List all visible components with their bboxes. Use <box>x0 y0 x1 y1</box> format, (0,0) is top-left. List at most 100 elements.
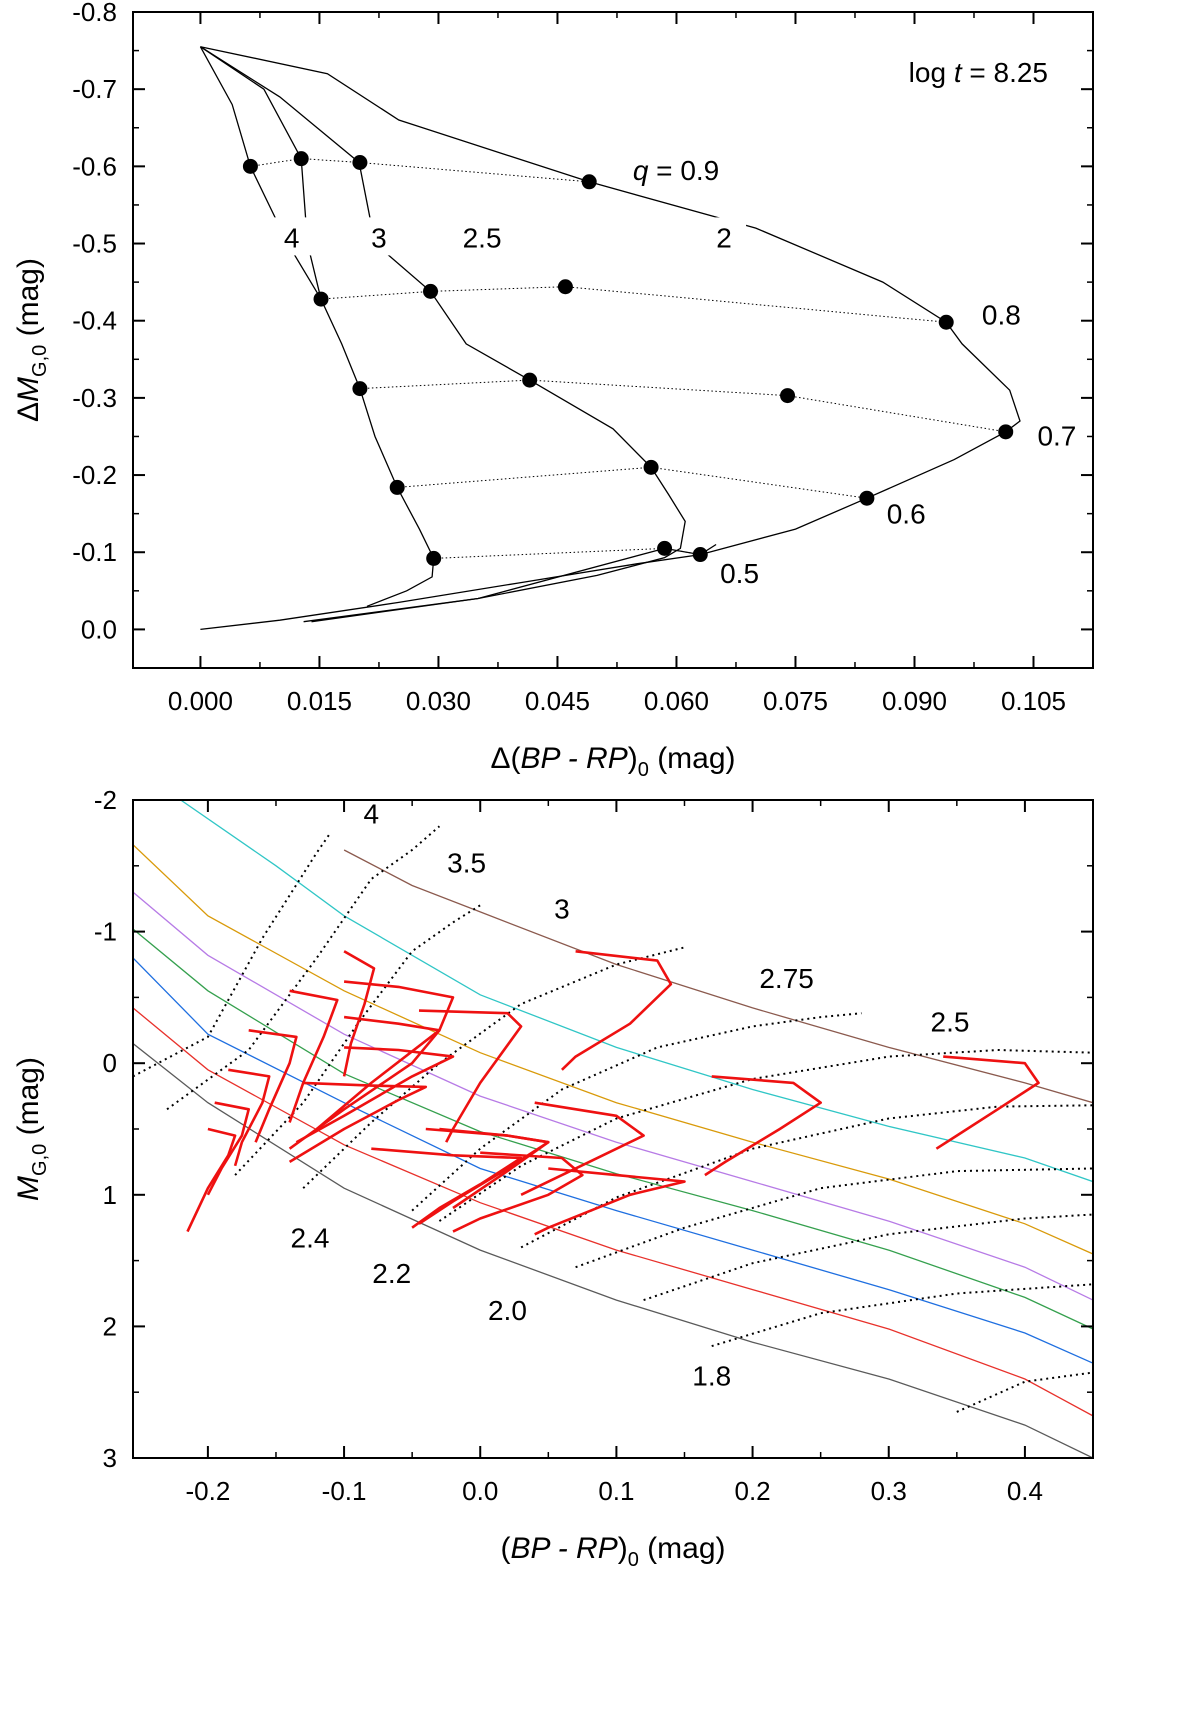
y-tick-label: -0.1 <box>72 537 117 567</box>
data-point <box>938 314 954 330</box>
y-tick-label: -0.2 <box>72 460 117 490</box>
q-line-2 <box>359 379 1006 433</box>
plot-area <box>133 800 1093 1458</box>
y-tick-label: 1 <box>103 1180 117 1210</box>
y-tick-label: -1 <box>94 917 117 947</box>
red-track-17 <box>560 950 673 1071</box>
x-tick-label: 0.000 <box>168 686 233 716</box>
y-tick-label: -2 <box>94 785 117 815</box>
data-point <box>426 550 442 566</box>
isomass-1 <box>166 825 441 1111</box>
data-point <box>780 388 796 404</box>
track-line-0 <box>200 46 1021 631</box>
data-point <box>643 459 659 475</box>
data-point <box>389 479 405 495</box>
isochrone-0 <box>133 1042 1093 1458</box>
mass-label: 3 <box>554 893 570 924</box>
mass-label: 2.5 <box>931 1007 970 1038</box>
isochrone-1 <box>133 1007 1093 1417</box>
q-line-3 <box>397 466 867 499</box>
red-track-4 <box>288 989 339 1123</box>
q-label: q = 0.9 <box>633 155 719 186</box>
red-track-14 <box>520 1101 645 1196</box>
data-point <box>998 424 1014 440</box>
mass-label: 2.75 <box>759 963 814 994</box>
x-tick-label: 0.0 <box>462 1476 498 1506</box>
mass-label: 2.2 <box>372 1258 411 1289</box>
isomass-3 <box>302 946 685 1189</box>
x-tick-label: 0.045 <box>525 686 590 716</box>
q-label: 0.7 <box>1037 421 1076 452</box>
red-track-13 <box>452 1151 584 1233</box>
y-tick-label: -0.5 <box>72 229 117 259</box>
plot-area <box>199 46 1021 631</box>
data-point <box>859 490 875 506</box>
mass-label: 1.8 <box>692 1361 731 1392</box>
x-tick-label: -0.1 <box>322 1476 367 1506</box>
red-track-1 <box>206 1101 250 1196</box>
ratio-label: 3 <box>371 222 387 253</box>
data-point <box>692 547 708 563</box>
x-tick-label: -0.2 <box>185 1476 230 1506</box>
data-point <box>313 291 329 307</box>
q-line-4 <box>433 547 701 559</box>
data-point <box>352 154 368 170</box>
x-tick-label: 0.060 <box>644 686 709 716</box>
isomass-8 <box>643 1213 1093 1302</box>
q-label: 0.6 <box>887 499 926 530</box>
red-track-3 <box>248 1029 298 1143</box>
age-annotation: log t = 8.25 <box>909 57 1048 88</box>
plot-frame <box>132 799 1094 1459</box>
mass-label: 3.5 <box>447 847 486 878</box>
isochrone-6 <box>180 800 1093 1183</box>
isomass-4 <box>411 1012 862 1212</box>
y-tick-label: -0.6 <box>72 151 117 181</box>
x-axis-label: Δ(BP - RP)0 (mag) <box>490 742 735 781</box>
x-tick-label: 0.105 <box>1001 686 1066 716</box>
y-tick-label: -0.8 <box>72 0 117 27</box>
mass-label: 2.0 <box>488 1295 527 1326</box>
data-point <box>581 174 597 190</box>
x-tick-label: 0.075 <box>763 686 828 716</box>
y-tick-label: -0.3 <box>72 383 117 413</box>
isochrone-7 <box>343 849 1093 1104</box>
red-track-8 <box>288 1015 441 1150</box>
ratio-label: 4 <box>284 222 300 253</box>
q-line-1 <box>320 286 947 323</box>
x-tick-label: 0.4 <box>1007 1476 1043 1506</box>
y-tick-label: 3 <box>103 1443 117 1473</box>
data-point <box>557 279 573 295</box>
y-tick-label: 0.0 <box>81 614 117 644</box>
y-tick-label: 0 <box>103 1048 117 1078</box>
y-tick-label: -0.7 <box>72 74 117 104</box>
red-track-18 <box>704 1075 822 1177</box>
q-label: 0.8 <box>982 300 1021 331</box>
red-track-19 <box>935 1055 1040 1150</box>
isomass-9 <box>711 1283 1093 1348</box>
x-tick-label: 0.2 <box>734 1476 770 1506</box>
track-line-1 <box>200 46 686 623</box>
data-point <box>293 151 309 167</box>
red-track-16 <box>534 1167 686 1236</box>
ratio-label: 2 <box>716 222 732 253</box>
data-point <box>423 283 439 299</box>
x-axis-label: (BP - RP)0 (mag) <box>500 1532 725 1571</box>
y-axis-label: ΔMG,0 (mag) <box>12 258 51 422</box>
isomass-6 <box>520 1104 1093 1249</box>
x-tick-label: 0.3 <box>871 1476 907 1506</box>
isochrone-3 <box>133 928 1093 1330</box>
data-point <box>657 540 673 556</box>
x-tick-label: 0.015 <box>287 686 352 716</box>
isomass-2 <box>234 904 481 1176</box>
isomass-10 <box>956 1371 1093 1413</box>
red-track-2 <box>228 1068 271 1167</box>
isochrone-4 <box>133 891 1093 1301</box>
red-track-12 <box>371 1147 523 1229</box>
chart-panel-1: 4 3 2.5 2 q = 0.9 0.8 0.7 0.6 0.5 log t = 8.25 0.0… <box>12 0 1094 781</box>
data-point <box>242 158 258 174</box>
isomass-0 <box>133 832 332 1078</box>
q-label: 0.5 <box>720 558 759 589</box>
q-line-0 <box>250 158 590 183</box>
